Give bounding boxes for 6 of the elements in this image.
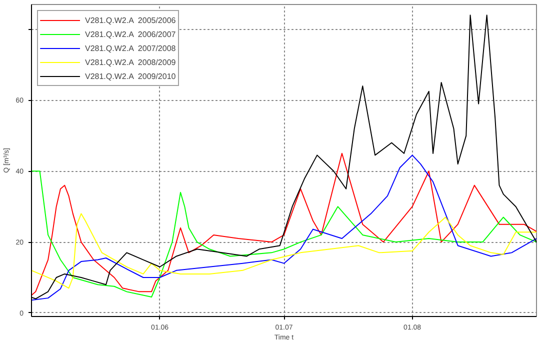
legend-label: V281.Q.W2.A 2008/2009 — [85, 56, 176, 68]
legend-label: V281.Q.W2.A 2006/2007 — [85, 28, 176, 40]
legend-label: V281.Q.W2.A 2009/2010 — [85, 70, 176, 82]
legend-label: V281.Q.W2.A 2007/2008 — [85, 42, 176, 54]
legend-label: V281.Q.W2.A 2005/2006 — [85, 14, 176, 26]
line-series — [32, 213, 536, 289]
